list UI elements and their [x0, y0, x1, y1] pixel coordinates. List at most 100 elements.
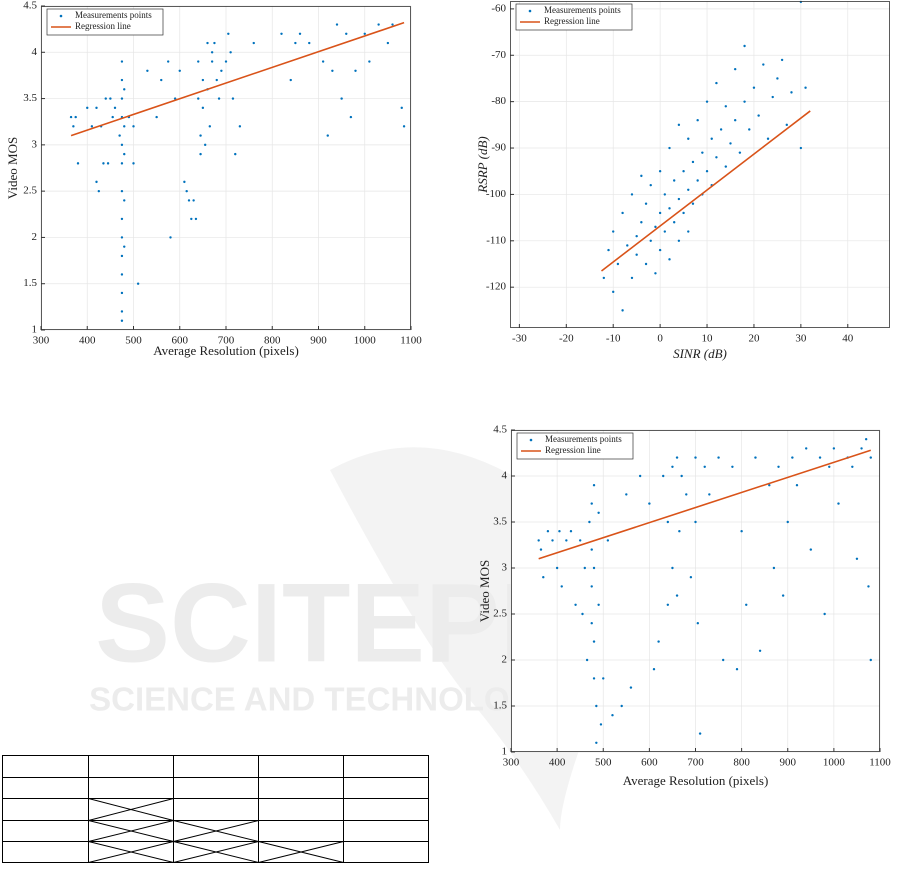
- data-point: [335, 23, 339, 26]
- data-point: [644, 262, 648, 266]
- legend-label: Regression line: [75, 21, 131, 31]
- data-point: [224, 60, 228, 63]
- data-point: [606, 539, 610, 542]
- data-point: [735, 668, 739, 671]
- data-point: [363, 32, 366, 35]
- y-tick-label: -80: [491, 95, 506, 107]
- data-point: [208, 125, 212, 128]
- data-point: [578, 539, 582, 542]
- data-point: [630, 276, 634, 280]
- x-tick-label: 500: [125, 335, 142, 347]
- data-point: [678, 530, 681, 533]
- data-point: [721, 658, 725, 662]
- data-point: [146, 69, 149, 73]
- data-point: [729, 142, 732, 145]
- data-point: [731, 465, 734, 468]
- data-point: [657, 640, 660, 643]
- data-point: [231, 97, 235, 100]
- x-tick-label: 400: [549, 757, 566, 769]
- data-point: [705, 170, 709, 173]
- data-point: [592, 484, 596, 487]
- data-point: [685, 493, 688, 496]
- data-point: [748, 128, 751, 131]
- data-point: [104, 97, 107, 100]
- legend-label: Measurements points: [75, 10, 152, 20]
- data-point: [635, 234, 638, 238]
- data-point: [762, 63, 765, 66]
- data-point: [227, 32, 230, 35]
- data-point: [733, 119, 737, 122]
- data-point: [220, 69, 223, 73]
- data-point: [708, 493, 711, 496]
- data-point: [120, 162, 124, 165]
- x-tick-label: 30: [795, 333, 807, 345]
- y-tick-label: 3: [502, 562, 508, 574]
- y-axis-label: RSRP (dB): [475, 136, 490, 193]
- data-point: [132, 162, 135, 165]
- data-point: [689, 576, 693, 579]
- data-point: [620, 704, 623, 708]
- data-point: [766, 137, 770, 140]
- x-axis-label: SINR (dB): [673, 346, 727, 361]
- data-point: [738, 151, 742, 154]
- data-point: [120, 143, 124, 147]
- data-point: [781, 594, 785, 597]
- data-point: [682, 211, 685, 215]
- data-point: [215, 78, 218, 82]
- data-point: [113, 106, 117, 110]
- data-point: [331, 69, 334, 73]
- data-point: [860, 447, 863, 450]
- x-tick-label: 1100: [869, 757, 891, 769]
- data-point: [597, 603, 600, 606]
- x-tick-label: 500: [595, 757, 612, 769]
- data-point: [321, 60, 325, 63]
- data-point: [280, 32, 283, 35]
- y-tick-label: 4.5: [493, 424, 507, 436]
- data-point: [354, 69, 357, 73]
- x-tick-label: 900: [780, 757, 797, 769]
- data-point: [581, 612, 584, 616]
- data-point: [160, 78, 163, 82]
- y-tick-label: -120: [486, 281, 507, 293]
- data-point: [155, 115, 158, 119]
- data-point: [666, 603, 670, 606]
- data-point: [111, 115, 114, 119]
- y-tick-label: 1.5: [493, 700, 507, 712]
- data-point: [178, 69, 181, 73]
- data-point: [672, 221, 676, 224]
- data-point: [210, 51, 214, 54]
- table-crossed-cells: [88, 798, 344, 863]
- data-point: [95, 106, 98, 110]
- data-point: [621, 309, 624, 312]
- data-point: [696, 622, 700, 625]
- data-point: [590, 622, 593, 625]
- data-point: [72, 125, 75, 128]
- data-point: [640, 174, 643, 178]
- x-tick-label: -20: [559, 333, 574, 345]
- x-tick-label: 900: [310, 335, 327, 347]
- data-point: [607, 248, 610, 252]
- data-point: [629, 686, 633, 689]
- data-point: [542, 576, 545, 579]
- data-point: [640, 221, 643, 224]
- data-point: [203, 143, 207, 147]
- data-point: [120, 319, 124, 322]
- data-point: [733, 67, 737, 71]
- data-point: [662, 474, 665, 478]
- x-tick-label: 20: [748, 333, 760, 345]
- data-point: [192, 199, 195, 202]
- data-point: [675, 456, 679, 459]
- chart: 300 400 500 600 700 800 900 1000 1100 1 1.5 2 2.5 3 3.…: [5, 0, 422, 358]
- data-point: [804, 86, 807, 89]
- data-point: [183, 180, 186, 184]
- data-point: [229, 51, 232, 54]
- data-point: [210, 60, 214, 63]
- data-point: [76, 162, 80, 165]
- data-point: [190, 217, 193, 221]
- data-point: [197, 97, 200, 100]
- y-tick-label: 2: [502, 654, 508, 666]
- x-tick-label: 1100: [400, 335, 422, 347]
- plot-frame: [41, 6, 411, 330]
- data-point: [537, 539, 540, 542]
